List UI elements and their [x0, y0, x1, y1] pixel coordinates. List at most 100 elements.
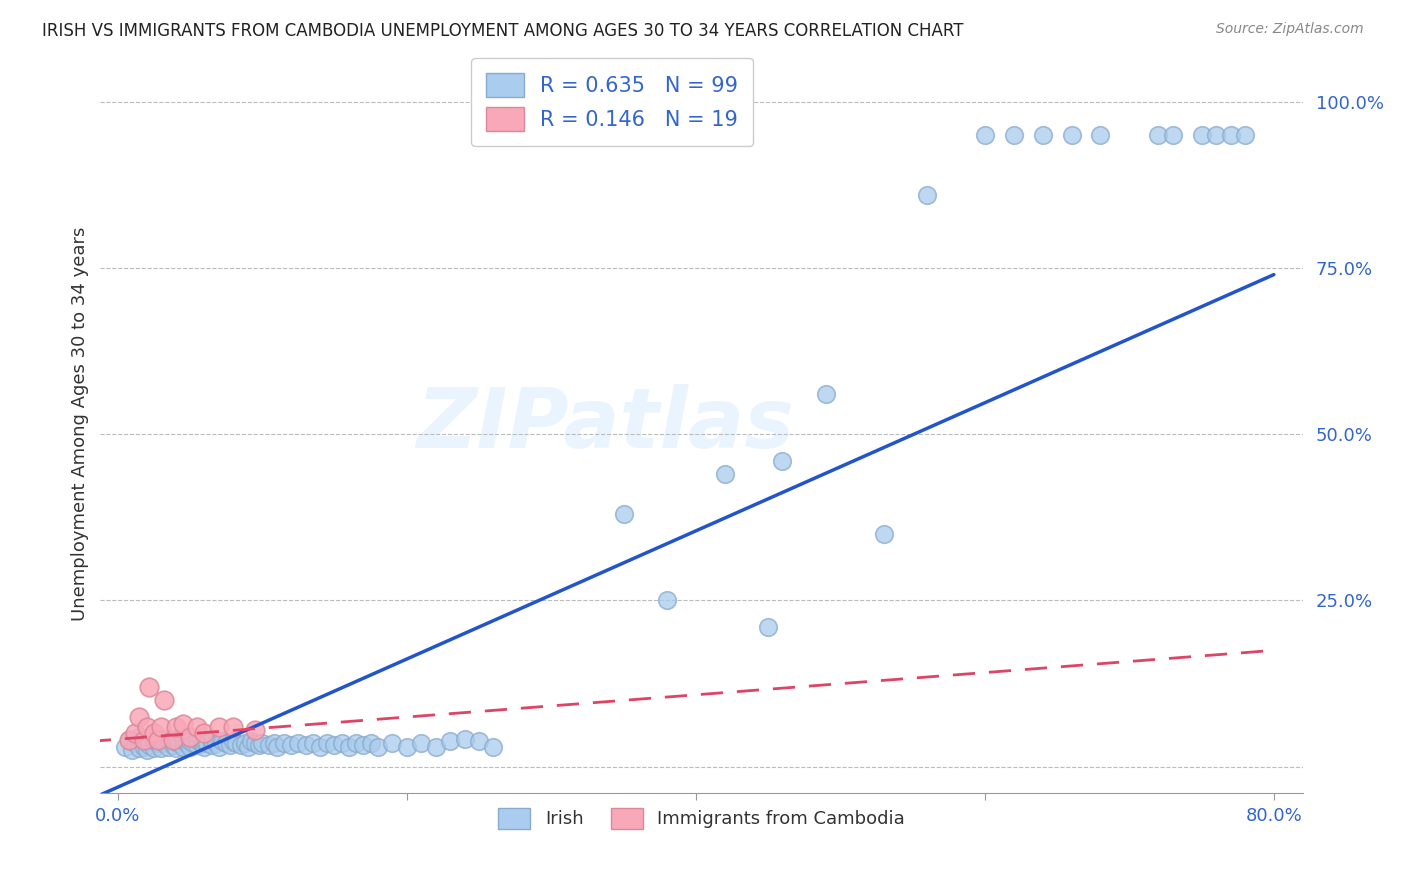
Point	[273, 736, 295, 750]
Point	[165, 720, 187, 734]
Point	[142, 726, 165, 740]
Point	[146, 733, 169, 747]
Point	[294, 739, 316, 753]
Point	[1002, 128, 1025, 142]
Point	[138, 739, 160, 753]
Point	[482, 739, 505, 754]
Legend: Irish, Immigrants from Cambodia: Irish, Immigrants from Cambodia	[491, 801, 912, 836]
Point	[201, 733, 224, 747]
Point	[205, 736, 228, 750]
Point	[167, 733, 190, 747]
Point	[162, 733, 184, 747]
Point	[138, 734, 160, 748]
Point	[132, 734, 155, 748]
Point	[243, 736, 266, 750]
Point	[316, 736, 339, 750]
Point	[323, 739, 346, 753]
Point	[266, 739, 288, 754]
Point	[233, 736, 256, 750]
Point	[367, 739, 389, 754]
Point	[150, 720, 173, 734]
Point	[243, 723, 266, 738]
Point	[222, 734, 245, 748]
Point	[114, 739, 136, 754]
Point	[153, 736, 176, 750]
Point	[186, 720, 208, 734]
Point	[352, 739, 374, 753]
Point	[222, 720, 245, 734]
Point	[195, 736, 218, 750]
Point	[381, 736, 404, 750]
Text: ZIPatlas: ZIPatlas	[416, 384, 794, 465]
Point	[287, 736, 309, 750]
Point	[128, 741, 150, 756]
Y-axis label: Unemployment Among Ages 30 to 34 years: Unemployment Among Ages 30 to 34 years	[72, 227, 89, 622]
Point	[915, 187, 938, 202]
Point	[229, 739, 252, 753]
Point	[118, 733, 141, 747]
Point	[239, 734, 262, 748]
Point	[225, 736, 247, 750]
Point	[1161, 128, 1184, 142]
Point	[132, 733, 155, 747]
Point	[172, 731, 194, 746]
Point	[193, 739, 215, 754]
Point	[172, 716, 194, 731]
Point	[135, 743, 157, 757]
Point	[146, 736, 169, 750]
Point	[150, 734, 173, 748]
Point	[453, 731, 475, 746]
Point	[190, 736, 212, 750]
Point	[337, 739, 360, 754]
Point	[1032, 128, 1054, 142]
Point	[468, 734, 491, 748]
Point	[756, 620, 779, 634]
Point	[162, 739, 184, 753]
Point	[301, 736, 323, 750]
Point	[165, 741, 187, 756]
Point	[1090, 128, 1112, 142]
Point	[814, 387, 837, 401]
Point	[330, 736, 353, 750]
Point	[219, 739, 242, 753]
Point	[208, 739, 231, 754]
Point	[1233, 128, 1256, 142]
Point	[395, 739, 418, 754]
Point	[172, 739, 194, 754]
Point	[165, 734, 187, 748]
Point	[179, 739, 201, 754]
Point	[179, 734, 201, 748]
Point	[186, 733, 208, 747]
Point	[1205, 128, 1227, 142]
Point	[121, 743, 143, 757]
Point	[425, 739, 447, 754]
Point	[309, 739, 332, 754]
Point	[1191, 128, 1213, 142]
Point	[181, 736, 204, 750]
Point	[772, 454, 794, 468]
Point	[157, 731, 180, 746]
Point	[263, 736, 285, 750]
Point	[176, 736, 198, 750]
Point	[411, 736, 433, 750]
Point	[138, 680, 160, 694]
Point	[124, 726, 146, 740]
Point	[128, 710, 150, 724]
Point	[153, 693, 176, 707]
Point	[142, 741, 165, 756]
Point	[201, 739, 224, 753]
Point	[193, 726, 215, 740]
Point	[132, 739, 155, 754]
Point	[193, 734, 215, 748]
Point	[118, 733, 141, 747]
Text: IRISH VS IMMIGRANTS FROM CAMBODIA UNEMPLOYMENT AMONG AGES 30 TO 34 YEARS CORRELA: IRISH VS IMMIGRANTS FROM CAMBODIA UNEMPL…	[42, 22, 963, 40]
Point	[135, 720, 157, 734]
Point	[236, 739, 259, 754]
Point	[211, 734, 233, 748]
Point	[146, 731, 169, 746]
Point	[179, 730, 201, 744]
Point	[215, 736, 238, 750]
Point	[167, 736, 190, 750]
Text: Source: ZipAtlas.com: Source: ZipAtlas.com	[1216, 22, 1364, 37]
Point	[439, 734, 461, 748]
